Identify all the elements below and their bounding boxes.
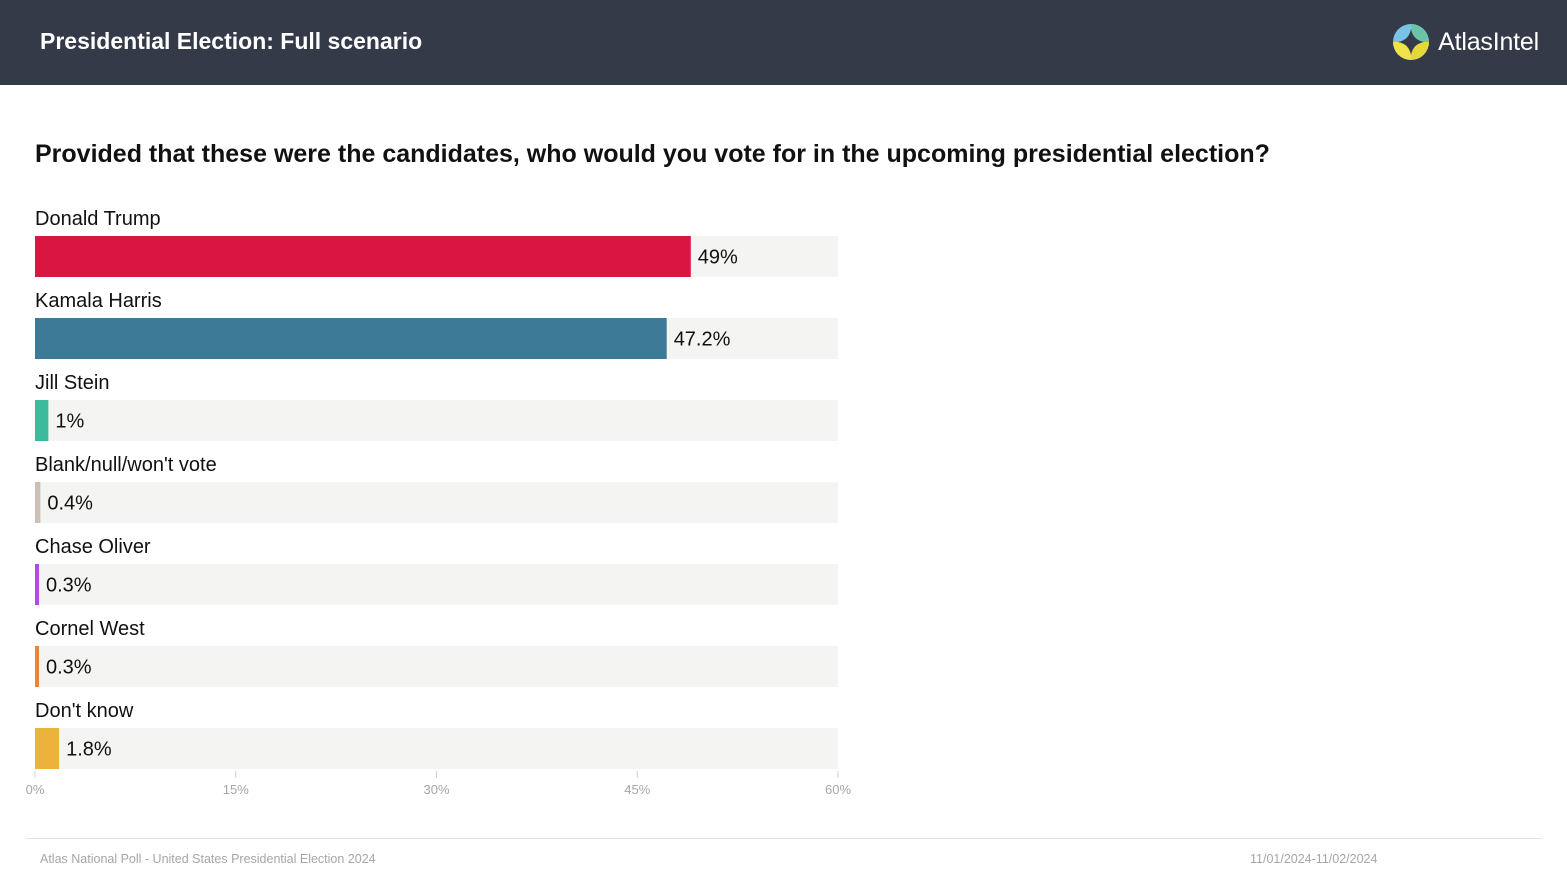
x-tick-label: 60%	[825, 782, 851, 797]
value-label: 0.3%	[46, 575, 92, 597]
bar-track	[35, 728, 838, 769]
category-label: Kamala Harris	[35, 290, 162, 312]
value-label: 47.2%	[674, 329, 731, 351]
category-label: Donald Trump	[35, 208, 161, 230]
bar	[35, 236, 691, 277]
bar	[35, 318, 667, 359]
footer-divider	[26, 838, 1542, 839]
bar	[35, 482, 41, 523]
page-title: Presidential Election: Full scenario	[40, 28, 423, 54]
category-label: Chase Oliver	[35, 536, 151, 558]
x-tick-label: 15%	[223, 782, 249, 797]
bar	[35, 646, 40, 687]
bar-track	[35, 646, 838, 687]
bar	[35, 728, 60, 769]
value-label: 1%	[55, 411, 84, 433]
value-label: 49%	[698, 247, 738, 269]
question-title: Provided that these were the candidates,…	[35, 140, 1270, 168]
header-bar: Presidential Election: Full scenario Atl…	[0, 0, 1567, 85]
footer-dates: 11/01/2024-11/02/2024	[1250, 852, 1378, 866]
x-tick-label: 30%	[423, 782, 449, 797]
bar-track	[35, 400, 838, 441]
bar	[35, 400, 49, 441]
atlasintel-compass-logo-icon	[1393, 24, 1430, 60]
value-label: 0.3%	[46, 657, 92, 679]
brand: AtlasIntel	[1392, 22, 1539, 62]
bar	[35, 564, 40, 605]
category-label: Jill Stein	[35, 372, 109, 394]
bar-chart: Donald Trump 49% Kamala Harris 47.2% Jill St…	[26, 208, 852, 797]
bar-track	[35, 482, 838, 523]
footer-source: Atlas National Poll - United States Pres…	[40, 852, 376, 866]
category-label: Cornel West	[35, 618, 145, 640]
x-tick-label: 45%	[624, 782, 650, 797]
value-label: 0.4%	[47, 493, 93, 515]
bar-track	[35, 564, 838, 605]
category-label: Blank/null/won't vote	[35, 454, 217, 476]
value-label: 1.8%	[66, 739, 112, 761]
category-label: Don't know	[35, 700, 134, 722]
brand-name: AtlasIntel	[1438, 27, 1539, 56]
x-tick-label: 0%	[26, 782, 45, 797]
